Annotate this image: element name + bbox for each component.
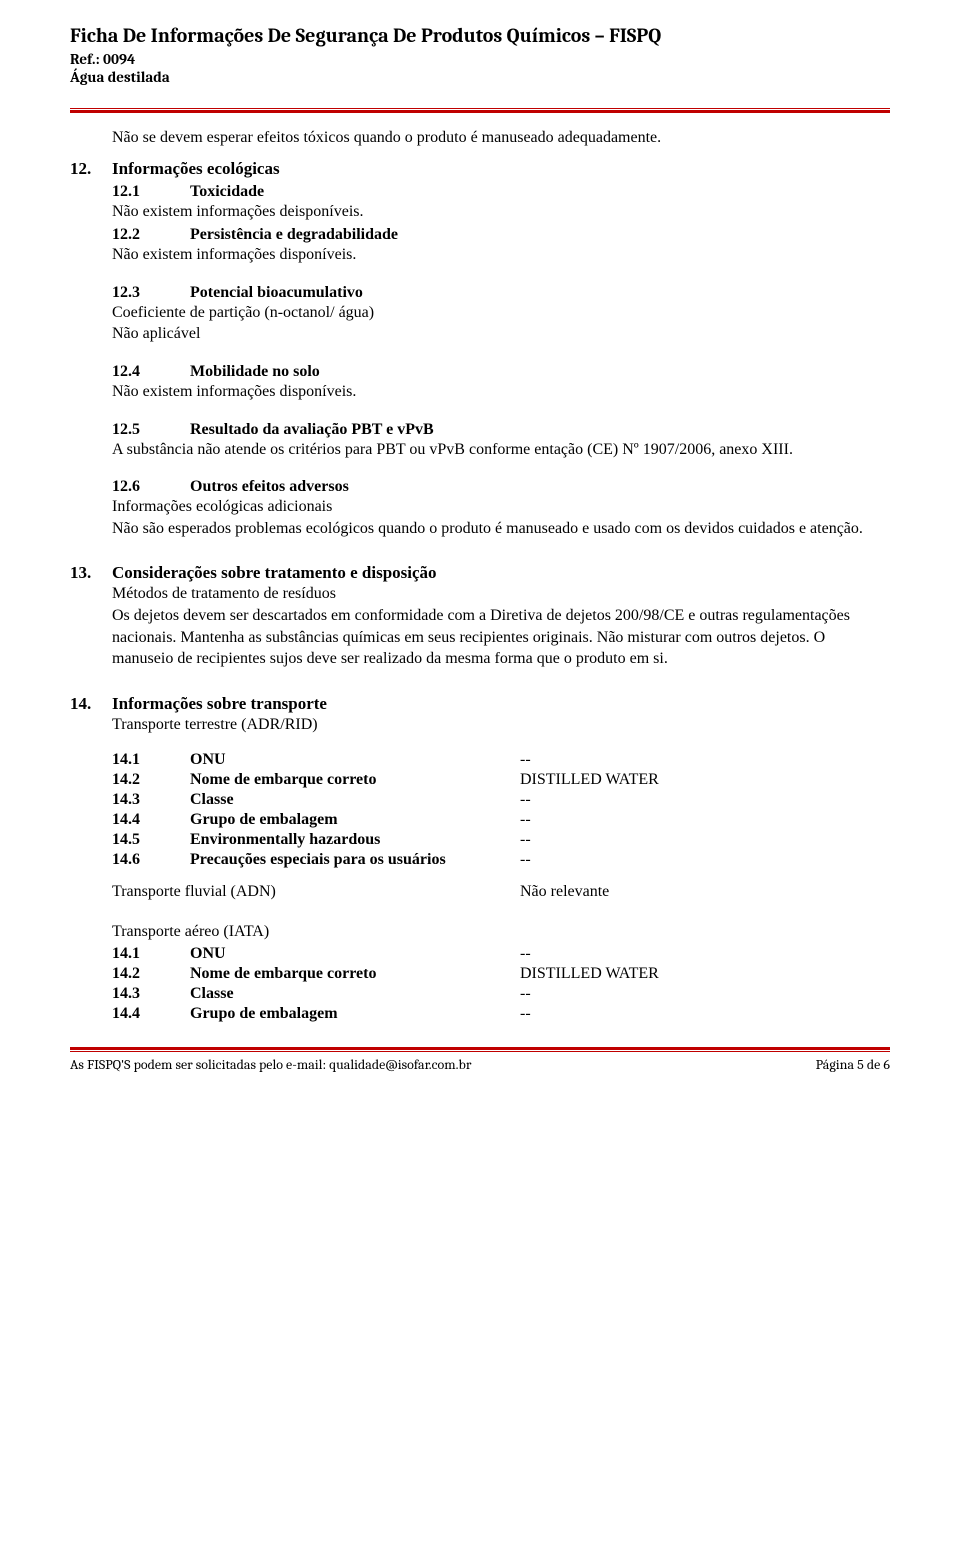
transport-row-number: 14.4 bbox=[112, 811, 190, 829]
transport-row-label: ONU bbox=[190, 945, 520, 963]
transport-fluvial-value: Não relevante bbox=[520, 883, 609, 901]
transport-row-number: 14.5 bbox=[112, 831, 190, 849]
subsection-12-6: 12.6 Outros efeitos adversos Informações… bbox=[112, 478, 890, 539]
transport-row: 14.3Classe-- bbox=[112, 791, 890, 809]
transport-fluvial-label: Transporte fluvial (ADN) bbox=[112, 883, 520, 901]
intro-text: Não se devem esperar efeitos tóxicos qua… bbox=[112, 127, 890, 149]
subsection-body: A substância não atende os critérios par… bbox=[112, 439, 890, 461]
transport-row-number: 14.2 bbox=[112, 965, 190, 983]
transport-row: 14.6Precauções especiais para os usuário… bbox=[112, 851, 890, 869]
subsection-number: 12.5 bbox=[112, 421, 190, 439]
transport-row-value: -- bbox=[520, 1005, 531, 1023]
subsection-body: Coeficiente de partição (n-octanol/ água… bbox=[112, 302, 890, 324]
footer-rule bbox=[70, 1047, 890, 1052]
transport-row-number: 14.4 bbox=[112, 1005, 190, 1023]
transport-row-number: 14.3 bbox=[112, 985, 190, 1003]
transport-row: 14.1ONU-- bbox=[112, 945, 890, 963]
transport-row-label: Classe bbox=[190, 985, 520, 1003]
subsection-title: Outros efeitos adversos bbox=[190, 478, 349, 496]
subsection-number: 12.4 bbox=[112, 363, 190, 381]
document-header: Ficha De Informações De Segurança De Pro… bbox=[70, 24, 890, 86]
transport-row-label: Environmentally hazardous bbox=[190, 831, 520, 849]
transport-table-aereo: 14.1ONU--14.2Nome de embarque corretoDIS… bbox=[112, 945, 890, 1023]
subsection-title: Toxicidade bbox=[190, 183, 264, 201]
subsection-body: Não aplicável bbox=[112, 323, 890, 345]
section-13-subheading: Métodos de tratamento de resíduos bbox=[112, 583, 890, 605]
subsection-number: 12.6 bbox=[112, 478, 190, 496]
section-title: Informações sobre transporte bbox=[112, 694, 327, 714]
transport-row: 14.1ONU-- bbox=[112, 751, 890, 769]
transport-row-label: Grupo de embalagem bbox=[190, 1005, 520, 1023]
section-12-heading: 12. Informações ecológicas bbox=[112, 159, 890, 179]
subsection-12-4: 12.4 Mobilidade no solo Não existem info… bbox=[112, 363, 890, 403]
section-14-subheading: Transporte terrestre (ADR/RID) bbox=[112, 714, 890, 736]
subsection-title: Potencial bioacumulativo bbox=[190, 284, 363, 302]
subsection-12-5: 12.5 Resultado da avaliação PBT e vPvB A… bbox=[112, 421, 890, 461]
transport-row: 14.2Nome de embarque corretoDISTILLED WA… bbox=[112, 965, 890, 983]
section-14-heading: 14. Informações sobre transporte bbox=[112, 694, 890, 714]
section-number: 14. bbox=[70, 694, 112, 714]
subsection-12-1: 12.1 Toxicidade Não existem informações … bbox=[112, 183, 890, 223]
transport-row-value: DISTILLED WATER bbox=[520, 965, 659, 983]
subsection-title: Mobilidade no solo bbox=[190, 363, 320, 381]
transport-row-number: 14.2 bbox=[112, 771, 190, 789]
transport-row-number: 14.1 bbox=[112, 751, 190, 769]
section-title: Considerações sobre tratamento e disposi… bbox=[112, 563, 437, 583]
header-product: Água destilada bbox=[70, 68, 890, 86]
section-title: Informações ecológicas bbox=[112, 159, 280, 179]
document-footer: As FISPQ'S podem ser solicitadas pelo e-… bbox=[70, 1056, 890, 1073]
document-body: Não se devem esperar efeitos tóxicos qua… bbox=[70, 127, 890, 1023]
subsection-title: Persistência e degradabilidade bbox=[190, 226, 398, 244]
subsection-body: Não são esperados problemas ecológicos q… bbox=[112, 518, 890, 540]
transport-table-terrestre: 14.1ONU--14.2Nome de embarque corretoDIS… bbox=[112, 751, 890, 869]
transport-row-value: -- bbox=[520, 831, 531, 849]
transport-row-value: -- bbox=[520, 945, 531, 963]
transport-row-label: Grupo de embalagem bbox=[190, 811, 520, 829]
transport-row-label: Nome de embarque correto bbox=[190, 771, 520, 789]
transport-fluvial-row: Transporte fluvial (ADN) Não relevante bbox=[112, 883, 890, 901]
transport-row-number: 14.6 bbox=[112, 851, 190, 869]
subsection-body: Não existem informações deisponíveis. bbox=[112, 201, 890, 223]
transport-aereo-label: Transporte aéreo (IATA) bbox=[112, 921, 890, 943]
header-rule bbox=[70, 108, 890, 113]
transport-row: 14.5Environmentally hazardous-- bbox=[112, 831, 890, 849]
transport-row: 14.3Classe-- bbox=[112, 985, 890, 1003]
transport-row-label: ONU bbox=[190, 751, 520, 769]
transport-row-value: -- bbox=[520, 851, 531, 869]
subsection-number: 12.1 bbox=[112, 183, 190, 201]
footer-left: As FISPQ'S podem ser solicitadas pelo e-… bbox=[70, 1056, 471, 1073]
transport-row: 14.4Grupo de embalagem-- bbox=[112, 811, 890, 829]
footer-right: Página 5 de 6 bbox=[816, 1056, 890, 1073]
subsection-subheading: Informações ecológicas adicionais bbox=[112, 496, 890, 518]
subsection-body: Não existem informações disponíveis. bbox=[112, 244, 890, 266]
transport-row-value: DISTILLED WATER bbox=[520, 771, 659, 789]
subsection-number: 12.3 bbox=[112, 284, 190, 302]
transport-row-value: -- bbox=[520, 751, 531, 769]
transport-row-label: Nome de embarque correto bbox=[190, 965, 520, 983]
subsection-12-3: 12.3 Potencial bioacumulativo Coeficient… bbox=[112, 284, 890, 345]
header-ref: Ref.: 0094 bbox=[70, 50, 890, 68]
transport-row: 14.2Nome de embarque corretoDISTILLED WA… bbox=[112, 771, 890, 789]
transport-row: 14.4Grupo de embalagem-- bbox=[112, 1005, 890, 1023]
transport-row-value: -- bbox=[520, 811, 531, 829]
transport-row-value: -- bbox=[520, 985, 531, 1003]
transport-row-number: 14.3 bbox=[112, 791, 190, 809]
header-title: Ficha De Informações De Segurança De Pro… bbox=[70, 24, 890, 48]
subsection-body: Não existem informações disponíveis. bbox=[112, 381, 890, 403]
subsection-12-2: 12.2 Persistência e degradabilidade Não … bbox=[112, 226, 890, 266]
section-number: 13. bbox=[70, 563, 112, 583]
subsection-number: 12.2 bbox=[112, 226, 190, 244]
transport-row-label: Classe bbox=[190, 791, 520, 809]
subsection-title: Resultado da avaliação PBT e vPvB bbox=[190, 421, 434, 439]
transport-row-value: -- bbox=[520, 791, 531, 809]
transport-row-number: 14.1 bbox=[112, 945, 190, 963]
section-13-heading: 13. Considerações sobre tratamento e dis… bbox=[112, 563, 890, 583]
transport-row-label: Precauções especiais para os usuários bbox=[190, 851, 520, 869]
section-number: 12. bbox=[70, 159, 112, 179]
section-13-body: Os dejetos devem ser descartados em conf… bbox=[112, 605, 890, 670]
